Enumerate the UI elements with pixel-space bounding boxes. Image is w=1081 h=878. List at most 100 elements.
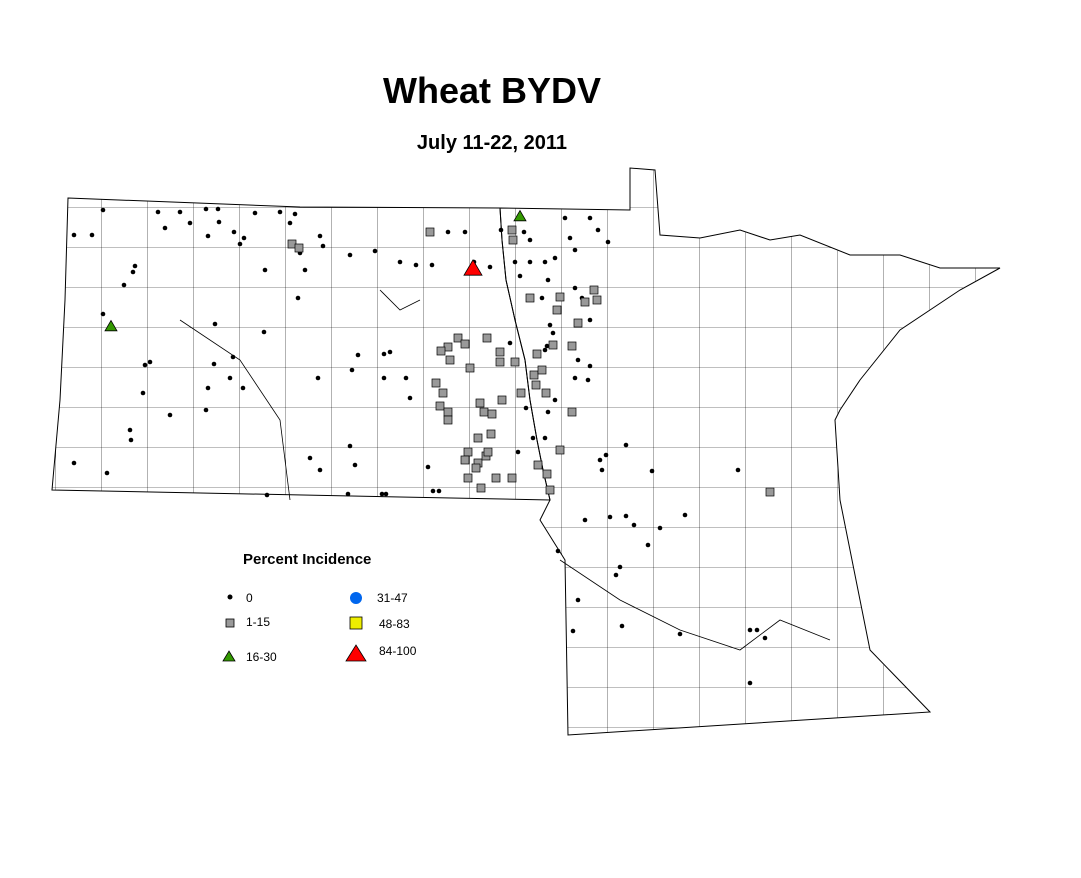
marker-0 [128, 437, 134, 443]
marker-0 [572, 247, 578, 253]
marker-1-15 [473, 433, 483, 443]
marker-0 [130, 269, 136, 275]
marker-0 [649, 468, 655, 474]
legend-label: 0 [246, 591, 253, 605]
marker-0 [619, 623, 625, 629]
marker-0 [307, 455, 313, 461]
marker-0 [512, 259, 518, 265]
marker-0 [585, 377, 591, 383]
marker-0 [315, 375, 321, 381]
marker-0 [231, 229, 237, 235]
marker-0 [530, 435, 536, 441]
marker-0 [607, 514, 613, 520]
marker-1-15 [435, 401, 445, 411]
marker-0 [205, 385, 211, 391]
marker-1-15 [431, 378, 441, 388]
marker-0 [507, 340, 513, 346]
marker-0 [572, 285, 578, 291]
legend-symbols [222, 592, 367, 662]
marker-1-15 [443, 407, 453, 417]
marker-0 [552, 397, 558, 403]
marker-0 [203, 206, 209, 212]
marker-1-15 [486, 429, 496, 439]
marker-16-30 [513, 209, 527, 222]
marker-0 [349, 367, 355, 373]
marker-1-15 [495, 357, 505, 367]
marker-0 [383, 491, 389, 497]
marker-0 [277, 209, 283, 215]
marker-0 [261, 329, 267, 335]
marker-0 [100, 207, 106, 213]
marker-1-15 [445, 355, 455, 365]
marker-0 [203, 407, 209, 413]
marker-0 [599, 467, 605, 473]
marker-1-15 [545, 485, 555, 495]
marker-1-15 [525, 293, 535, 303]
marker-1-15 [294, 243, 304, 253]
marker-0 [132, 263, 138, 269]
legend-dot-icon [227, 594, 233, 600]
marker-0 [241, 235, 247, 241]
marker-1-15 [463, 473, 473, 483]
marker-0 [762, 635, 768, 641]
marker-0 [587, 363, 593, 369]
marker-0 [542, 435, 548, 441]
marker-1-15 [589, 285, 599, 295]
marker-0 [515, 449, 521, 455]
marker-0 [430, 488, 436, 494]
marker-1-15 [476, 483, 486, 493]
marker-0 [527, 259, 533, 265]
marker-1-15 [529, 370, 539, 380]
marker-0 [754, 627, 760, 633]
marker-0 [264, 492, 270, 498]
marker-0 [555, 548, 561, 554]
marker-0 [302, 267, 308, 273]
marker-0 [603, 452, 609, 458]
marker-0 [597, 457, 603, 463]
marker-0 [155, 209, 161, 215]
marker-0 [379, 491, 385, 497]
marker-1-15 [533, 460, 543, 470]
marker-1-15 [555, 292, 565, 302]
marker-0 [240, 385, 246, 391]
map-subtitle: July 11-22, 2011 [416, 132, 568, 154]
marker-0 [127, 427, 133, 433]
marker-0 [211, 361, 217, 367]
marker-1-15 [491, 473, 501, 483]
marker-1-15 [460, 339, 470, 349]
marker-1-15 [567, 341, 577, 351]
marker-0 [403, 375, 409, 381]
marker-1-15 [471, 463, 481, 473]
marker-0 [140, 390, 146, 396]
marker-0 [381, 351, 387, 357]
marker-0 [462, 229, 468, 235]
marker-0 [429, 262, 435, 268]
marker-0 [71, 460, 77, 466]
marker-0 [487, 264, 493, 270]
marker-0 [575, 597, 581, 603]
marker-0 [397, 259, 403, 265]
marker-0 [645, 542, 651, 548]
marker-0 [631, 522, 637, 528]
marker-0 [562, 215, 568, 221]
marker-0 [523, 405, 529, 411]
marker-1-15 [510, 357, 520, 367]
marker-0 [292, 211, 298, 217]
marker-1-15 [453, 333, 463, 343]
marker-0 [623, 513, 629, 519]
marker-1-15 [765, 487, 775, 497]
marker-0 [230, 354, 236, 360]
marker-0 [747, 680, 753, 686]
marker-0 [381, 375, 387, 381]
map-title: Wheat BYDV [382, 70, 602, 111]
marker-1-15 [495, 347, 505, 357]
marker-0 [262, 267, 268, 273]
marker-1-15 [483, 447, 493, 457]
marker-1-15 [479, 407, 489, 417]
legend-label: 1-15 [246, 615, 271, 629]
marker-1-15 [475, 398, 485, 408]
marker-0 [387, 349, 393, 355]
marker-1-15 [552, 305, 562, 315]
marker-0 [287, 220, 293, 226]
marker-0 [544, 343, 550, 349]
